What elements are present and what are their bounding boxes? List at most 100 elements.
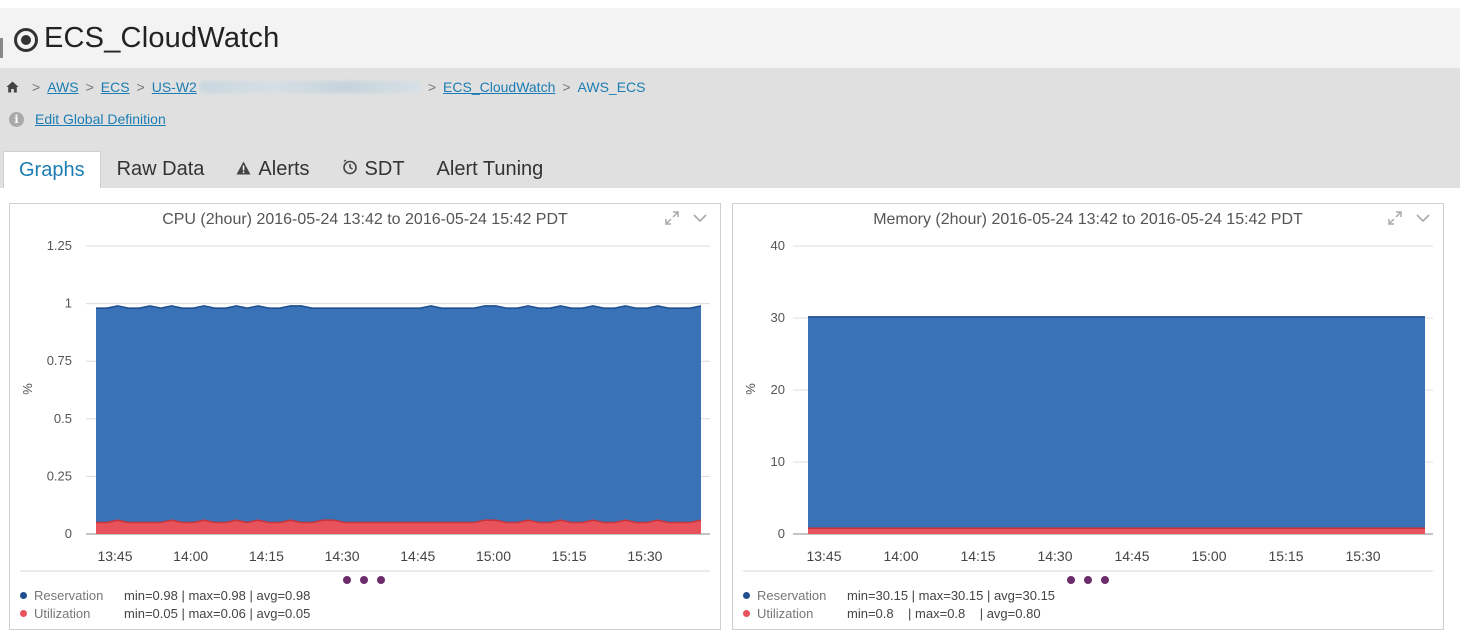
- home-icon[interactable]: [6, 81, 19, 93]
- chevron-right-icon: >: [136, 79, 145, 95]
- series-area-utilization: [808, 528, 1425, 534]
- collapse-handle[interactable]: [0, 38, 3, 58]
- y-tick-label: 1: [65, 296, 72, 311]
- y-tick-label: 30: [771, 310, 785, 325]
- chart-title: Memory (2hour) 2016-05-24 13:42 to 2016-…: [873, 211, 1303, 228]
- series-area-utilization: [96, 520, 701, 534]
- more-series-dots[interactable]: [343, 576, 385, 584]
- x-tick-label: 15:00: [1191, 548, 1226, 564]
- tab-alert-tuning[interactable]: Alert Tuning: [421, 151, 560, 188]
- cpu-chart[interactable]: 0 0.25 0.5 0.75 1 1.25% 13:45 14:00 14:15 14:30 14…: [10, 204, 720, 629]
- legend-name: Reservation: [34, 588, 104, 603]
- chevron-right-icon: >: [85, 79, 94, 95]
- legend-dot: [20, 592, 27, 599]
- breadcrumb-current: AWS_ECS: [577, 79, 646, 95]
- legend-item-utilization[interactable]: Utilization min=0.05 | max=0.06 | avg=0.0…: [20, 606, 310, 621]
- x-tick-label: 14:45: [400, 548, 435, 564]
- x-tick-label: 14:45: [1114, 548, 1149, 564]
- x-tick-label: 15:00: [476, 548, 511, 564]
- tab-label: SDT: [364, 158, 405, 180]
- series-line-reservation: [96, 305, 702, 310]
- expand-icon[interactable]: [664, 210, 680, 226]
- y-tick-label: 0.25: [47, 468, 72, 483]
- memory-chart[interactable]: 0 10 20 30 40% 13:45 14:00 14:15 14:30 14:45 15:00…: [733, 204, 1443, 629]
- chevron-right-icon: >: [32, 79, 41, 95]
- memory-graph-panel: Memory (2hour) 2016-05-24 13:42 to 2016-…: [732, 203, 1444, 630]
- legend-dot: [743, 610, 750, 617]
- top-strip: [0, 0, 1460, 8]
- legend-dot: [20, 610, 27, 617]
- chart-title: CPU (2hour) 2016-05-24 13:42 to 2016-05-…: [162, 211, 568, 228]
- x-tick-label: 13:45: [806, 548, 841, 564]
- panel-tools: [1387, 210, 1431, 226]
- warning-icon: [236, 160, 251, 180]
- status-radio-icon: [14, 28, 38, 52]
- edit-global-definition-link[interactable]: Edit Global Definition: [35, 111, 166, 127]
- tab-label: Raw Data: [116, 158, 205, 180]
- x-tick-label: 14:30: [1037, 548, 1072, 564]
- legend-stats: min=0.98 | max=0.98 | avg=0.98: [124, 588, 311, 603]
- chevron-right-icon: >: [427, 79, 437, 95]
- legend-item-reservation[interactable]: Reservation min=30.15 | max=30.15 | avg=3…: [743, 588, 1055, 603]
- legend-item-utilization[interactable]: Utilization min=0.8 | max=0.8 | avg=0.80: [743, 606, 1041, 621]
- cpu-graph-panel: CPU (2hour) 2016-05-24 13:42 to 2016-05-…: [9, 203, 721, 630]
- series-area-reservation: [96, 305, 701, 534]
- more-series-dots[interactable]: [1067, 576, 1109, 584]
- x-tick-label: 14:00: [883, 548, 918, 564]
- legend-name: Utilization: [757, 606, 814, 621]
- tab-graphs[interactable]: Graphs: [3, 151, 101, 188]
- y-tick-label: 0: [65, 526, 72, 541]
- info-icon: i: [9, 111, 24, 127]
- breadcrumb-region[interactable]: US-W2: [151, 79, 197, 95]
- panel-tools: [664, 210, 708, 226]
- tab-label: Alerts: [258, 158, 310, 180]
- breadcrumb: > AWS > ECS > US-W2 > ECS_CloudWatch > A…: [6, 79, 646, 95]
- timer-icon: [342, 159, 358, 180]
- x-tick-label: 14:30: [325, 548, 360, 564]
- breadcrumb-ecs[interactable]: ECS: [100, 79, 130, 95]
- expand-icon[interactable]: [1387, 210, 1403, 226]
- x-tick-label: 14:15: [249, 548, 284, 564]
- breadcrumb-ecs-cloudwatch[interactable]: ECS_CloudWatch: [443, 79, 556, 95]
- redacted-text: [198, 81, 421, 93]
- y-tick-label: 0: [778, 526, 785, 541]
- x-tick-label: 15:30: [1345, 548, 1380, 564]
- y-tick-label: 40: [771, 238, 785, 253]
- y-tick-label: 1.25: [47, 238, 72, 253]
- legend-stats: min=0.8 | max=0.8 | avg=0.80: [847, 606, 1041, 621]
- series-area-reservation: [808, 316, 1425, 534]
- tab-label: Alert Tuning: [436, 158, 544, 180]
- legend-name: Reservation: [757, 588, 827, 603]
- legend-stats: min=0.05 | max=0.06 | avg=0.05: [124, 606, 311, 621]
- edit-global-row: i Edit Global Definition: [9, 111, 166, 127]
- y-tick-label: 0.75: [47, 353, 72, 368]
- breadcrumb-area: > AWS > ECS > US-W2 > ECS_CloudWatch > A…: [0, 69, 1460, 188]
- legend-stats: min=30.15 | max=30.15 | avg=30.15: [847, 588, 1056, 603]
- tab-bar: Graphs Raw Data Alerts SDT Alert Tuning: [3, 151, 559, 188]
- chevron-down-icon[interactable]: [692, 210, 708, 226]
- page-title: ECS_CloudWatch: [44, 22, 280, 54]
- legend-name: Utilization: [34, 606, 91, 621]
- series-line-utilization: [96, 519, 702, 524]
- tab-sdt[interactable]: SDT: [326, 151, 421, 188]
- x-tick-label: 15:15: [552, 548, 587, 564]
- y-axis-label: %: [743, 383, 758, 395]
- x-tick-label: 14:00: [173, 548, 208, 564]
- page-header: ECS_CloudWatch: [0, 8, 1460, 69]
- y-tick-label: 20: [771, 382, 785, 397]
- tab-raw-data[interactable]: Raw Data: [101, 151, 221, 188]
- breadcrumb-aws[interactable]: AWS: [47, 79, 79, 95]
- x-tick-label: 15:15: [1268, 548, 1303, 564]
- x-tick-label: 13:45: [97, 548, 132, 564]
- chevron-right-icon: >: [562, 79, 571, 95]
- y-tick-label: 0.5: [54, 411, 72, 426]
- tab-label: Graphs: [19, 158, 85, 181]
- x-tick-label: 14:15: [960, 548, 995, 564]
- tab-alerts[interactable]: Alerts: [220, 151, 325, 188]
- y-tick-label: 10: [771, 454, 785, 469]
- y-axis-label: %: [20, 383, 35, 395]
- legend-item-reservation[interactable]: Reservation min=0.98 | max=0.98 | avg=0.9…: [20, 588, 310, 603]
- x-tick-label: 15:30: [627, 548, 662, 564]
- chevron-down-icon[interactable]: [1415, 210, 1431, 226]
- legend-dot: [743, 592, 750, 599]
